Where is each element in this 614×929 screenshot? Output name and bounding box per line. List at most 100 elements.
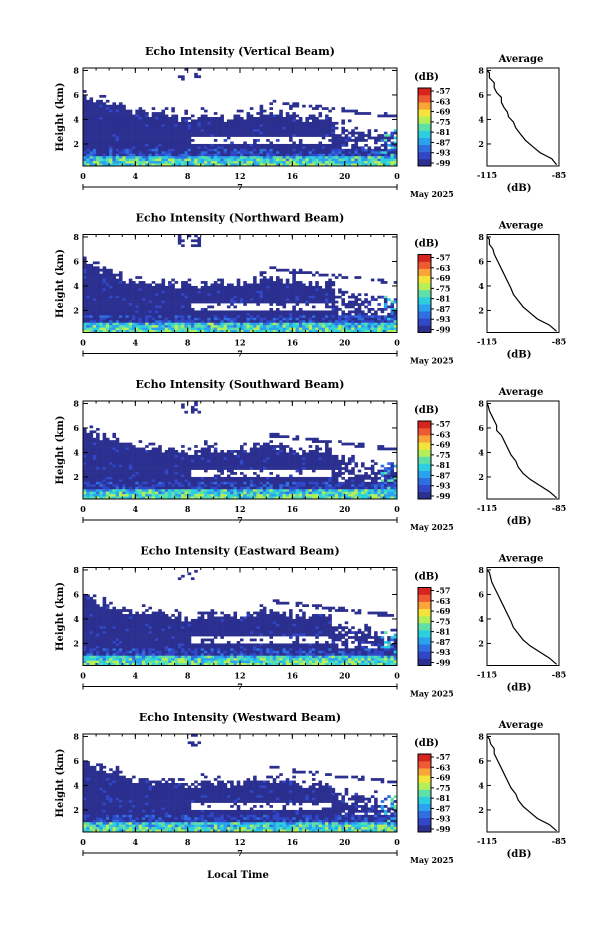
heatmap-cell bbox=[105, 494, 110, 497]
heatmap-cell bbox=[125, 479, 130, 483]
heatmap-cell bbox=[331, 124, 336, 128]
heatmap-cell bbox=[86, 481, 90, 485]
heatmap-cell bbox=[99, 447, 103, 451]
heatmap-cell bbox=[168, 161, 172, 164]
heatmap-cell bbox=[236, 450, 241, 453]
heatmap-cell bbox=[204, 117, 208, 120]
heatmap-cell bbox=[213, 298, 218, 301]
heatmap-cell bbox=[217, 476, 221, 480]
heatmap-cell bbox=[102, 312, 107, 316]
heatmap-cell bbox=[328, 143, 332, 147]
heatmap-cell bbox=[145, 295, 149, 299]
heatmap-cell bbox=[86, 99, 90, 103]
heatmap-cell bbox=[118, 290, 123, 294]
heatmap-cell bbox=[194, 325, 198, 328]
heatmap-cell bbox=[181, 121, 185, 125]
heatmap-cell bbox=[135, 315, 139, 319]
heatmap-cell bbox=[230, 322, 234, 326]
heatmap-cell bbox=[197, 75, 202, 79]
heatmap-cell bbox=[132, 308, 136, 311]
heatmap-cell bbox=[83, 300, 87, 304]
heatmap-cell bbox=[282, 119, 287, 123]
heatmap-cell bbox=[377, 308, 381, 311]
heatmap-cell bbox=[331, 148, 336, 152]
heatmap-cell bbox=[112, 312, 117, 316]
heatmap-cell bbox=[292, 102, 296, 106]
heatmap-cell bbox=[361, 151, 365, 155]
heatmap-cell bbox=[122, 295, 126, 299]
heatmap-cell bbox=[190, 325, 195, 328]
heatmap-cell bbox=[164, 139, 169, 142]
heatmap-cell bbox=[351, 322, 355, 326]
heatmap-cell bbox=[128, 484, 133, 488]
heatmap-cell bbox=[158, 293, 162, 297]
heatmap-cell bbox=[181, 317, 185, 321]
heatmap-cell bbox=[83, 437, 87, 441]
heatmap-cell bbox=[204, 156, 208, 159]
heatmap-cell bbox=[256, 126, 260, 130]
heatmap-cell bbox=[164, 322, 169, 326]
heatmap-cell bbox=[292, 124, 296, 128]
heatmap-cell bbox=[125, 467, 130, 470]
heatmap-cell bbox=[83, 109, 87, 113]
heatmap-cell bbox=[154, 474, 159, 478]
heatmap-cell bbox=[112, 290, 117, 294]
heatmap-cell bbox=[357, 298, 362, 301]
heatmap-cell bbox=[246, 283, 251, 287]
heatmap-cell bbox=[289, 104, 293, 108]
heatmap-cell bbox=[364, 153, 368, 157]
heatmap-cell bbox=[105, 161, 110, 164]
heatmap-cell bbox=[86, 440, 90, 443]
heatmap-cell bbox=[210, 163, 215, 167]
heatmap-cell bbox=[135, 119, 139, 123]
heatmap-cell bbox=[223, 293, 228, 297]
heatmap-cell bbox=[135, 450, 139, 453]
heatmap-cell bbox=[217, 467, 221, 470]
heatmap-cell bbox=[311, 129, 316, 132]
heatmap-cell bbox=[92, 459, 97, 463]
heatmap-cell bbox=[246, 158, 251, 162]
heatmap-cell bbox=[164, 121, 169, 125]
heatmap-cell bbox=[118, 146, 123, 150]
heatmap-cell bbox=[171, 315, 175, 319]
heatmap-cell bbox=[168, 312, 172, 316]
heatmap-cell bbox=[125, 121, 130, 125]
heatmap-cell bbox=[226, 146, 231, 150]
heatmap-cell bbox=[161, 491, 166, 495]
heatmap-cell bbox=[331, 327, 336, 331]
heatmap-cell bbox=[99, 322, 103, 326]
heatmap-cell bbox=[236, 327, 241, 331]
heatmap-cell bbox=[164, 327, 169, 331]
heatmap-cell bbox=[138, 158, 143, 162]
heatmap-cell bbox=[200, 281, 205, 284]
heatmap-cell bbox=[279, 158, 283, 162]
heatmap-cell bbox=[161, 327, 166, 331]
heatmap-cell bbox=[92, 440, 97, 443]
heatmap-cell bbox=[240, 327, 244, 331]
heatmap-cell bbox=[99, 121, 103, 125]
heatmap-cell bbox=[135, 320, 139, 323]
heatmap-cell bbox=[230, 124, 234, 128]
heatmap-cell bbox=[249, 107, 254, 110]
heatmap-cell bbox=[275, 268, 280, 272]
heatmap-cell bbox=[380, 151, 385, 155]
heatmap-cell bbox=[132, 467, 136, 470]
heatmap-cell bbox=[99, 450, 103, 453]
heatmap-cell bbox=[243, 327, 247, 331]
heatmap-cell bbox=[184, 300, 188, 304]
heatmap-cell bbox=[387, 315, 391, 319]
heatmap-cell bbox=[325, 315, 329, 319]
heatmap-cell bbox=[190, 114, 195, 118]
heatmap-cell bbox=[220, 315, 224, 319]
heatmap-cell bbox=[292, 117, 296, 120]
heatmap-cell bbox=[92, 131, 97, 135]
heatmap-cell bbox=[141, 126, 146, 130]
heatmap-cell bbox=[334, 317, 339, 321]
heatmap-cell bbox=[89, 325, 94, 328]
heatmap-cell bbox=[145, 161, 149, 164]
heatmap-cell bbox=[105, 479, 110, 483]
heatmap-cell bbox=[338, 141, 342, 145]
heatmap-cell bbox=[240, 158, 244, 162]
heatmap-cell bbox=[115, 153, 120, 157]
heatmap-cell bbox=[102, 288, 107, 292]
